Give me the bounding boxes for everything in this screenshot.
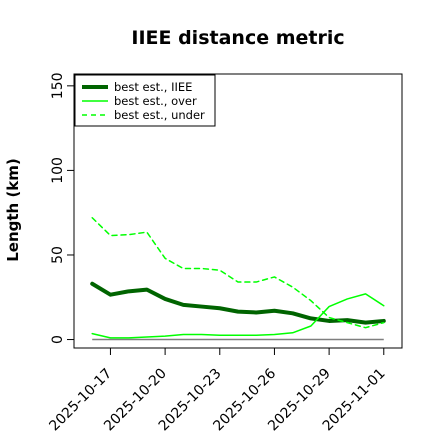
legend-label-1: best est., IIEE xyxy=(114,80,192,94)
x-axis: 2025-10-172025-10-202025-10-232025-10-26… xyxy=(46,348,389,434)
y-tick-label: 50 xyxy=(50,246,66,264)
plot-area-frame xyxy=(73,73,403,349)
y-tick-label: 150 xyxy=(50,72,66,99)
y-axis-label: Length (km) xyxy=(4,158,22,262)
series-layer xyxy=(90,217,386,339)
series-line-1 xyxy=(90,281,386,325)
y-axis: 0 50 100 150 xyxy=(50,72,74,344)
y-tick-label: 100 xyxy=(50,157,66,184)
series-line-3 xyxy=(91,217,385,329)
y-tick-label: 0 xyxy=(50,335,66,344)
chart-title: IIEE distance metric xyxy=(131,27,344,49)
legend-label-2: best est., over xyxy=(114,94,197,108)
series-line-2 xyxy=(91,293,385,339)
legend-label-3: best est., under xyxy=(114,108,205,122)
